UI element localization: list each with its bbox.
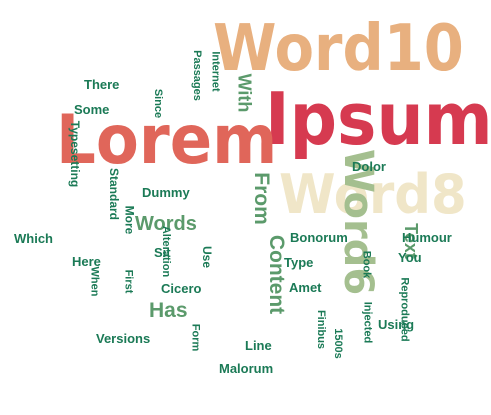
word-malorum: Malorum [219, 361, 274, 376]
word-line: Line [245, 338, 272, 353]
word-words: Words [135, 213, 197, 235]
word-finibus: Finibus [315, 309, 328, 350]
word-some: Some [74, 102, 110, 117]
word-word8: Word8 [279, 163, 467, 226]
word-type: Type [284, 255, 314, 270]
word-has: Has [149, 299, 188, 322]
word-from: From [249, 172, 273, 225]
word-here: Here [72, 254, 101, 269]
word-with: With [234, 73, 255, 113]
word-there: There [84, 77, 120, 92]
word-using: Using [378, 317, 415, 332]
word-amet: Amet [289, 280, 322, 295]
word-dummy: Dummy [142, 185, 190, 200]
word-content: Content [265, 234, 289, 315]
word-you: You [398, 250, 422, 265]
word-book: Book [360, 250, 373, 279]
word-internet: Internet [209, 51, 222, 92]
word-injected: Injected [361, 301, 374, 344]
word-versions: Versions [96, 331, 151, 346]
word-humour: Humour [402, 230, 452, 245]
word-since: Since [152, 88, 165, 119]
word-typesetting: Typesetting [68, 120, 83, 188]
word-passages: Passages [190, 50, 203, 101]
word-more: More [122, 205, 137, 235]
word-first: First [122, 269, 135, 294]
word-use: Use [200, 245, 215, 269]
word-word10: Word10 [213, 12, 464, 86]
word-ipsum: Ipsum [265, 77, 491, 161]
word-bonorum: Bonorum [290, 230, 348, 245]
word-form: Form [189, 323, 202, 352]
word-lorem: Lorem [56, 101, 278, 180]
word-cicero: Cicero [161, 281, 202, 296]
word-sit: Sit [154, 245, 171, 260]
word-which: Which [14, 231, 53, 246]
word-when: When [88, 266, 101, 297]
word-1500s: 1500s [331, 328, 344, 359]
word-standard: Standard [107, 167, 122, 221]
word-dolor: Dolor [352, 159, 386, 174]
